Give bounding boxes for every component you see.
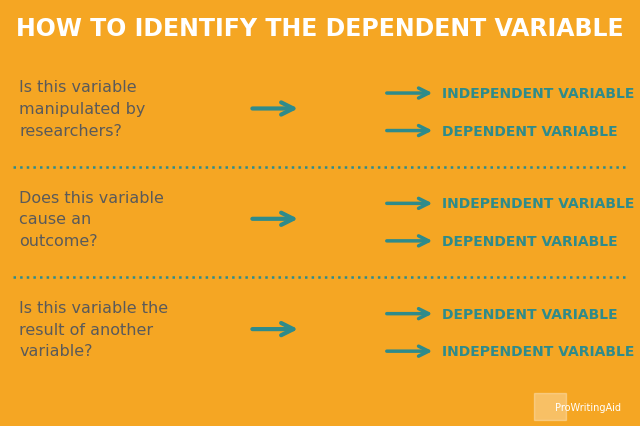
Text: YES: YES — [307, 305, 346, 323]
Text: DEPENDENT VARIABLE: DEPENDENT VARIABLE — [442, 307, 617, 321]
Text: NO: NO — [307, 232, 337, 250]
Text: INDEPENDENT VARIABLE: INDEPENDENT VARIABLE — [442, 197, 634, 211]
Text: HOW TO IDENTIFY THE DEPENDENT VARIABLE: HOW TO IDENTIFY THE DEPENDENT VARIABLE — [16, 17, 624, 41]
Text: Does this variable
cause an
outcome?: Does this variable cause an outcome? — [19, 190, 164, 248]
Text: DEPENDENT VARIABLE: DEPENDENT VARIABLE — [442, 124, 617, 138]
Bar — [534, 394, 566, 420]
Text: Is this variable
manipulated by
researchers?: Is this variable manipulated by research… — [19, 80, 145, 138]
Text: Is this variable the
result of another
variable?: Is this variable the result of another v… — [19, 300, 168, 358]
Text: NO: NO — [307, 122, 337, 140]
Text: DEPENDENT VARIABLE: DEPENDENT VARIABLE — [442, 234, 617, 248]
Text: INDEPENDENT VARIABLE: INDEPENDENT VARIABLE — [442, 87, 634, 101]
Text: YES: YES — [307, 85, 346, 103]
Text: NO: NO — [307, 343, 337, 360]
Text: YES: YES — [307, 195, 346, 213]
Text: INDEPENDENT VARIABLE: INDEPENDENT VARIABLE — [442, 344, 634, 358]
Text: ProWritingAid: ProWritingAid — [555, 402, 621, 412]
